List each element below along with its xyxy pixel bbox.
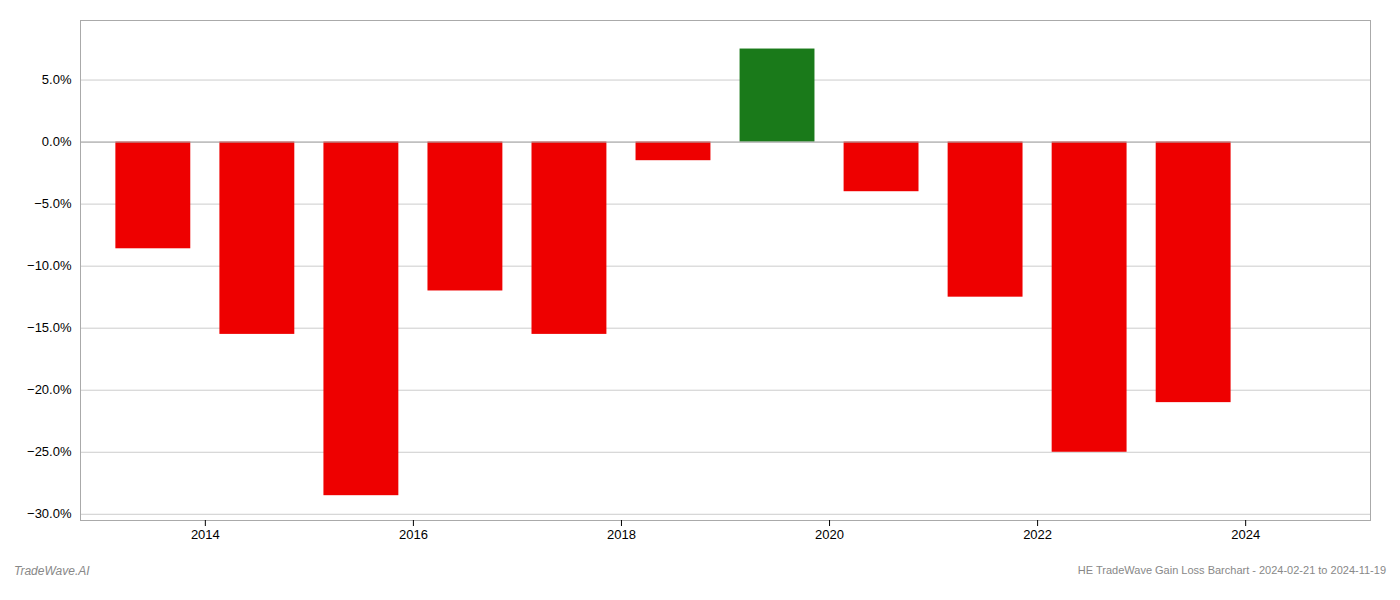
svg-text:2022: 2022 bbox=[1023, 527, 1052, 542]
svg-text:−10.0%: −10.0% bbox=[27, 258, 72, 273]
html-text:TradeWave.AI: TradeWave.AI bbox=[14, 564, 90, 578]
svg-text:−25.0%: −25.0% bbox=[27, 444, 72, 459]
svg-text:5.0%: 5.0% bbox=[42, 72, 72, 87]
svg-text:−5.0%: −5.0% bbox=[34, 196, 72, 211]
svg-text:2016: 2016 bbox=[399, 527, 428, 542]
svg-text:0.0%: 0.0% bbox=[42, 134, 72, 149]
html-text:HE TradeWave Gain Loss Barchar: HE TradeWave Gain Loss Barchart - 2024-0… bbox=[1077, 564, 1386, 576]
svg-text:−30.0%: −30.0% bbox=[27, 506, 72, 521]
svg-text:−20.0%: −20.0% bbox=[27, 382, 72, 397]
svg-text:2024: 2024 bbox=[1231, 527, 1260, 542]
svg-text:2018: 2018 bbox=[607, 527, 636, 542]
svg-text:2020: 2020 bbox=[815, 527, 844, 542]
svg-text:2014: 2014 bbox=[191, 527, 220, 542]
svg-text:−15.0%: −15.0% bbox=[27, 320, 72, 335]
